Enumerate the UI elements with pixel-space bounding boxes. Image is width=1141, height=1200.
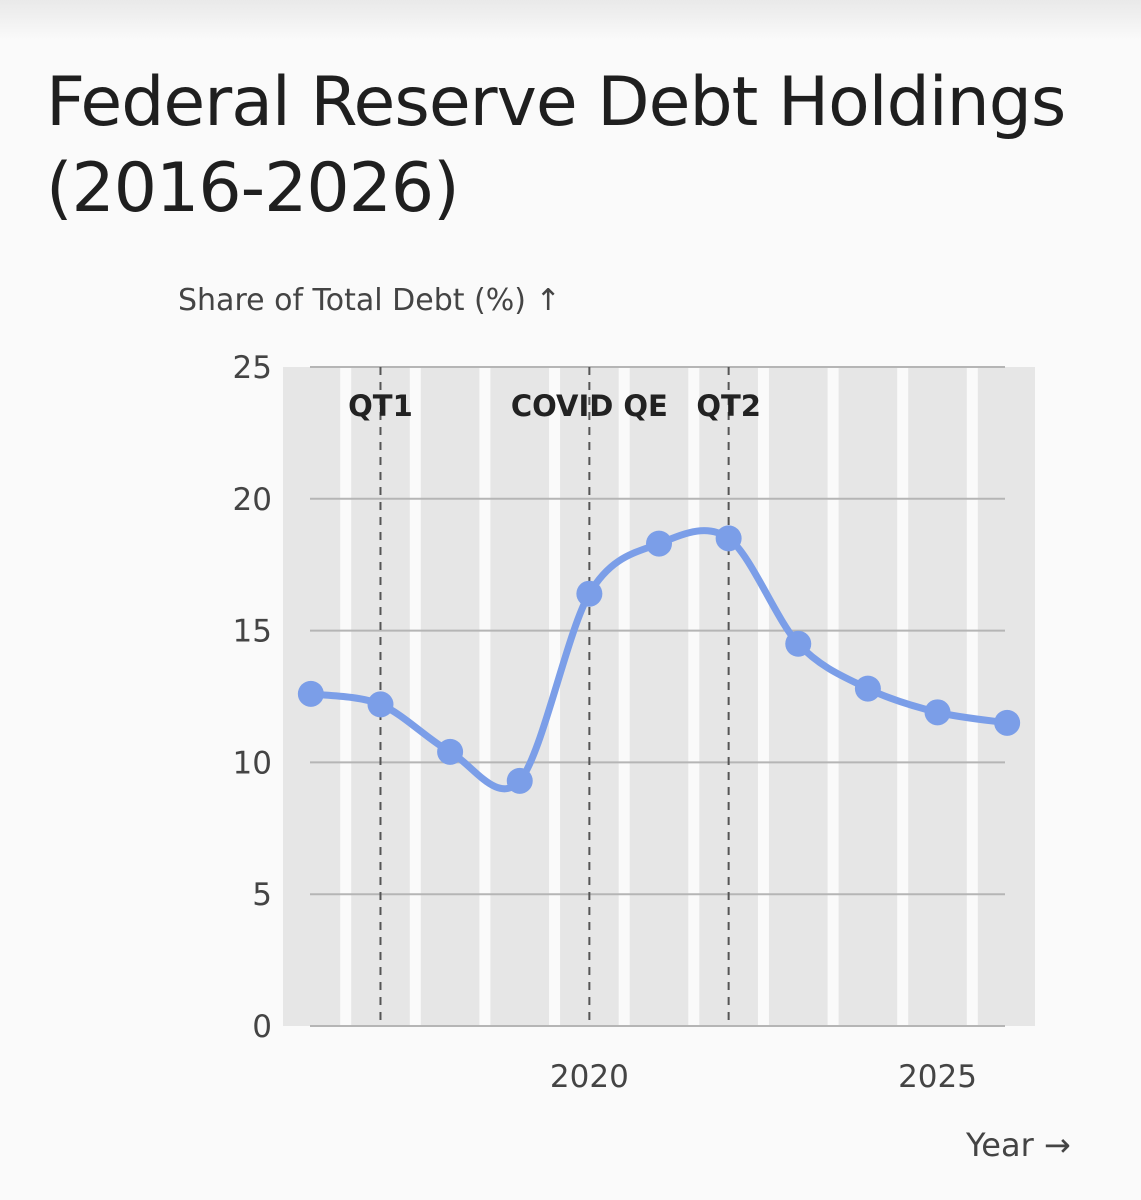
background-band bbox=[420, 367, 480, 1026]
y-tick-label: 5 bbox=[252, 877, 272, 913]
chart-title: Federal Reserve Debt Holdings (2016-2026… bbox=[46, 63, 1066, 228]
background-band bbox=[768, 367, 828, 1026]
x-tick-label: 2020 bbox=[550, 1059, 629, 1095]
y-tick-label: 0 bbox=[252, 1009, 272, 1045]
data-point bbox=[854, 675, 881, 702]
data-point bbox=[367, 691, 394, 718]
y-tick-label: 20 bbox=[233, 482, 272, 518]
top-shadow bbox=[0, 0, 1141, 40]
data-point bbox=[646, 530, 672, 557]
y-axis-label: Share of Total Debt (%) ↑ bbox=[178, 283, 561, 318]
annotation-label: QT1 bbox=[348, 389, 413, 423]
data-point bbox=[994, 709, 1021, 736]
data-point bbox=[437, 738, 464, 765]
data-point bbox=[715, 525, 742, 552]
annotation-label: COVID QE bbox=[511, 389, 668, 423]
background-band bbox=[629, 367, 689, 1026]
background-band bbox=[908, 367, 967, 1026]
data-point bbox=[297, 680, 324, 707]
data-point bbox=[785, 630, 812, 657]
x-tick-label: 2025 bbox=[898, 1059, 977, 1095]
y-tick-label: 15 bbox=[233, 614, 272, 650]
data-point bbox=[924, 699, 951, 726]
background-band bbox=[977, 367, 1035, 1026]
x-axis-label: Year → bbox=[966, 1126, 1071, 1164]
y-tick-label: 25 bbox=[233, 350, 272, 386]
data-point bbox=[506, 767, 533, 794]
annotation-label: QT2 bbox=[696, 389, 761, 423]
background-band bbox=[490, 367, 550, 1026]
data-point bbox=[576, 580, 603, 607]
y-tick-label: 10 bbox=[233, 745, 272, 781]
